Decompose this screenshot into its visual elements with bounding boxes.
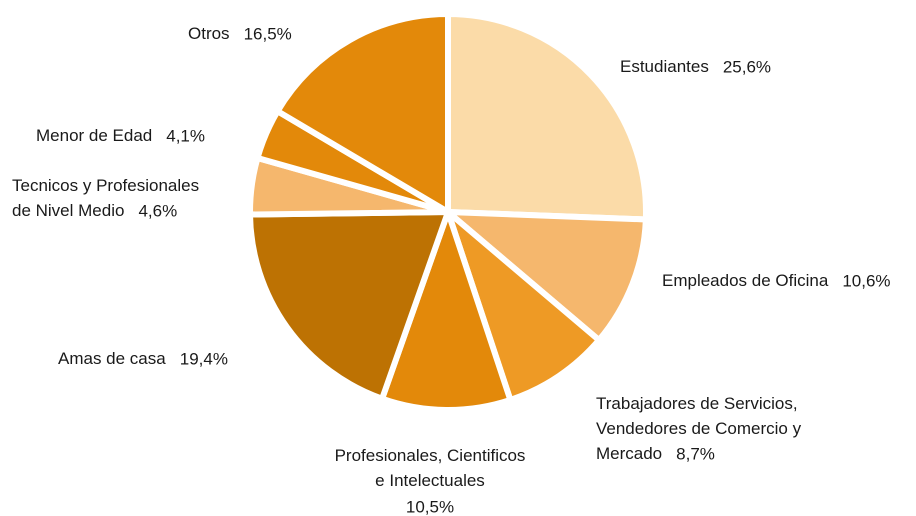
pie-slice: [441, 202, 604, 404]
slice-value-label: 16,5%: [244, 24, 292, 43]
slice-label: Amas de casa: [58, 349, 166, 368]
slice-label: Tecnicos y Profesionales de Nivel Medio: [12, 176, 199, 220]
pie-slice: [439, 208, 649, 345]
slice-value-label: 10,6%: [842, 271, 890, 290]
slice-value-label: 8,7%: [676, 444, 715, 463]
pie-slice: [246, 208, 453, 403]
pie-slice: [273, 10, 451, 218]
slice-value-label: 4,1%: [166, 126, 205, 145]
slice-label: Empleados de Oficina: [662, 271, 829, 290]
slice-label: Menor de Edad: [36, 126, 152, 145]
slice-label: Estudiantes: [620, 57, 709, 76]
slice-label: Otros: [188, 24, 230, 43]
pie-slice: [378, 202, 515, 413]
slice-value-label: 4,6%: [138, 201, 177, 220]
slice-label: Profesionales, Cientificos e Intelectuale…: [335, 446, 526, 490]
slice-label: Trabajadores de Servicios, Vendedores de …: [596, 394, 802, 463]
pie-slice: [445, 10, 649, 223]
slice-value-label: 10,5%: [406, 497, 454, 516]
slice-value-label: 25,6%: [723, 57, 771, 76]
slice-value-label: 19,4%: [180, 349, 228, 368]
